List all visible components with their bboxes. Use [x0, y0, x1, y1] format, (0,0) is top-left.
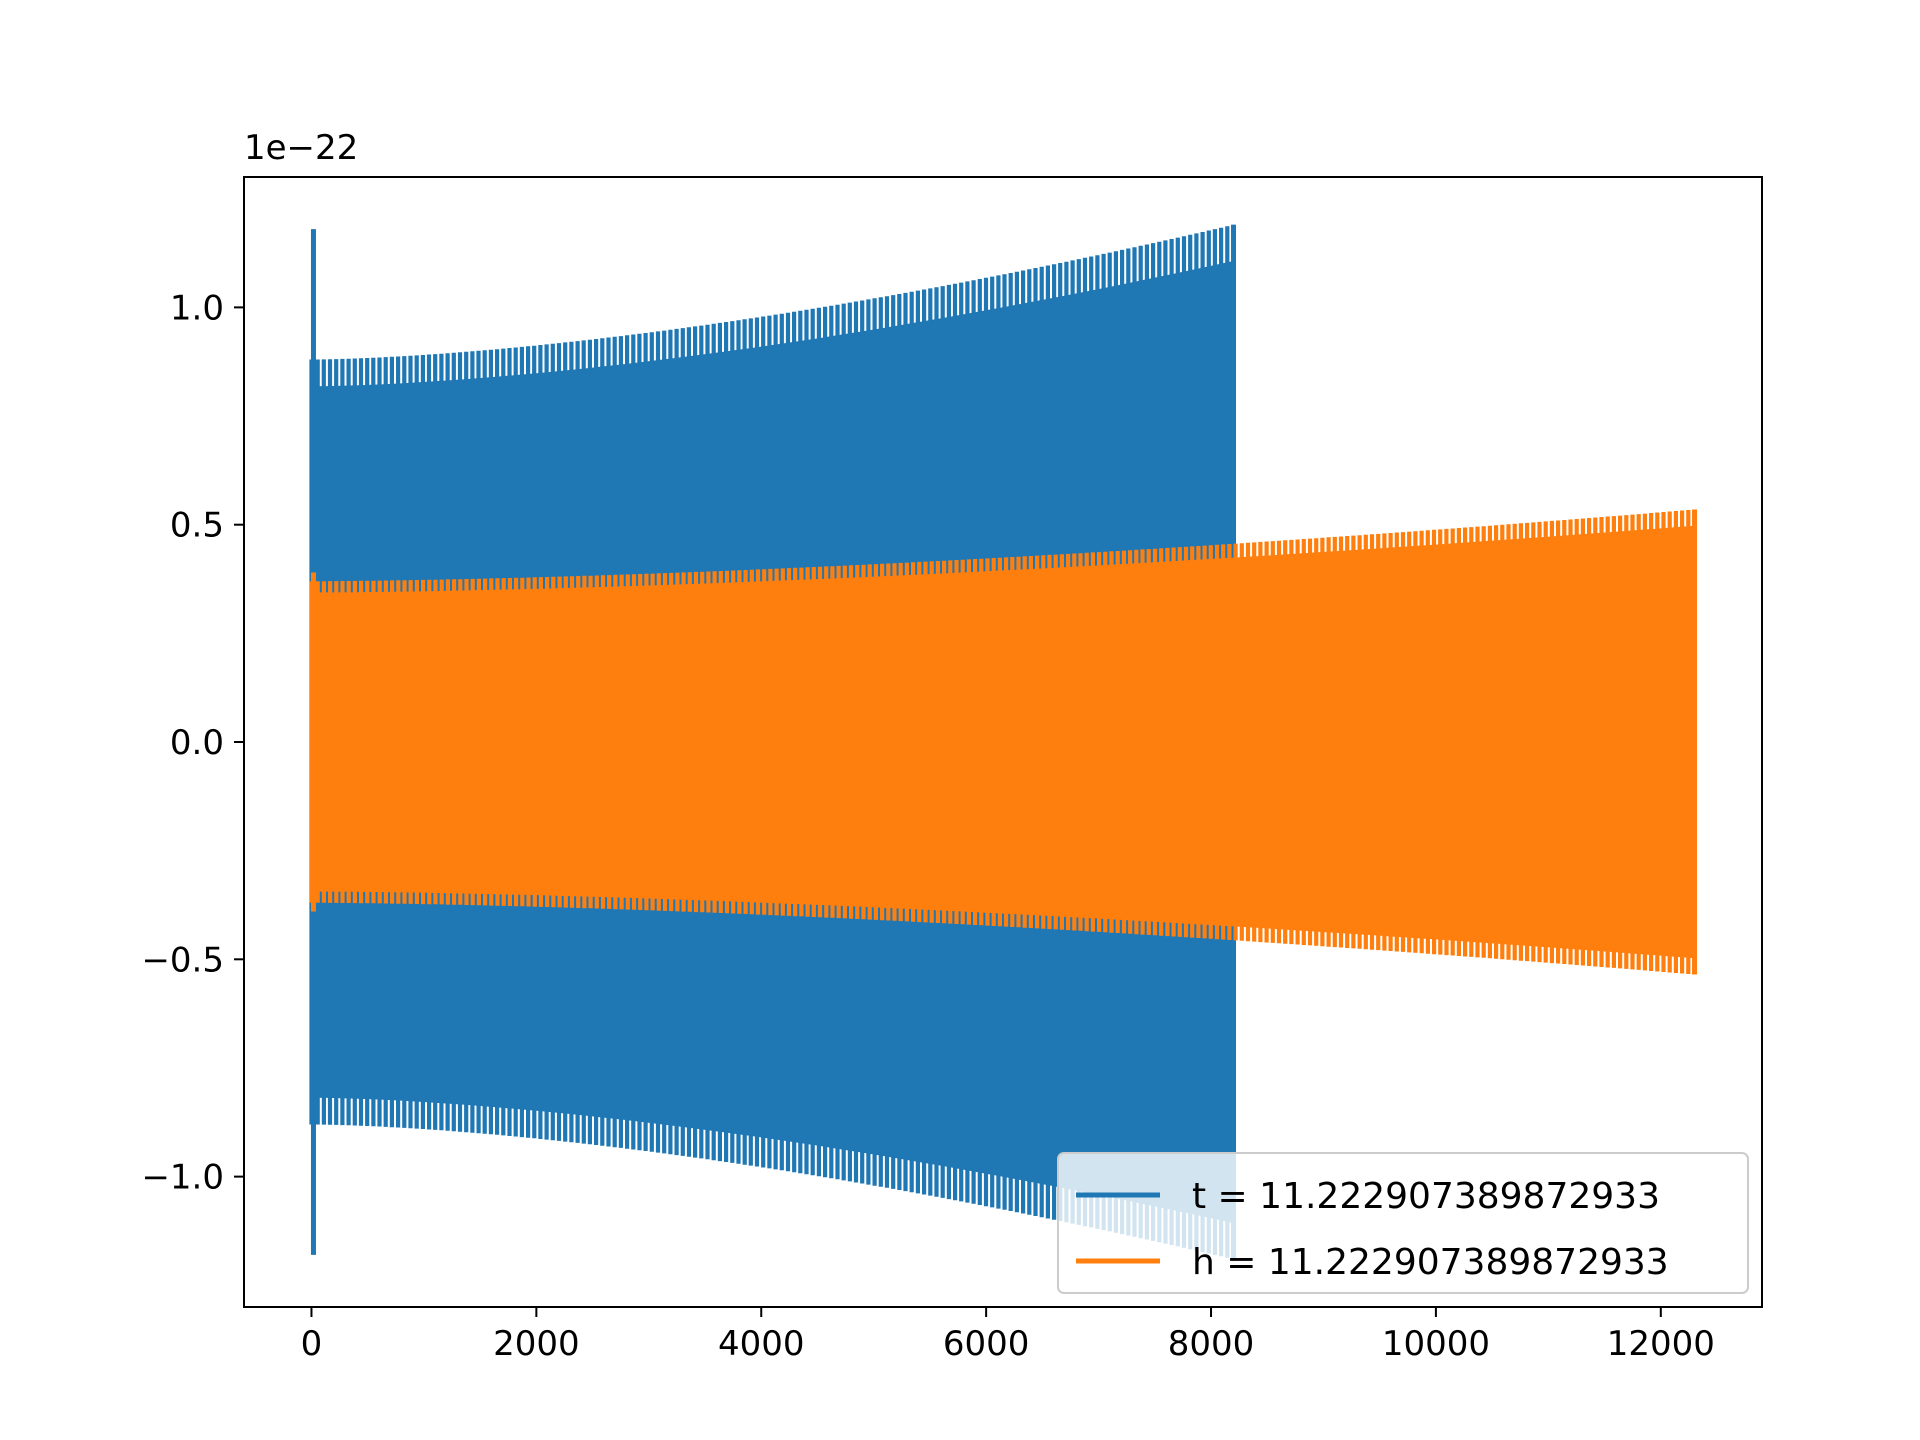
y-tick-label: 0.0: [170, 723, 224, 763]
x-axis: 0 2000 4000 6000 8000 10000 12000: [301, 1307, 1715, 1364]
x-tick-label: 0: [301, 1324, 323, 1364]
x-tick-label: 4000: [718, 1324, 805, 1364]
y-axis: −1.0 −0.5 0.0 0.5 1.0: [141, 288, 244, 1198]
y-tick-label: 1.0: [170, 288, 224, 328]
y-tick-label: −1.0: [141, 1158, 224, 1198]
legend-frame: [1057, 1152, 1749, 1294]
series-h-waveform: [309, 509, 1698, 975]
x-tick-label: 12000: [1607, 1324, 1715, 1364]
y-tick-label: −0.5: [141, 940, 224, 980]
series-layer: [309, 224, 1698, 1260]
x-tick-label: 10000: [1382, 1324, 1490, 1364]
legend-label: h = 11.222907389872933: [1192, 1242, 1669, 1283]
x-tick-label: 8000: [1168, 1324, 1255, 1364]
legend: t = 11.222907389872933 h = 11.22290738987…: [1057, 1152, 1749, 1294]
series-band: [311, 525, 1695, 959]
x-tick-label: 2000: [493, 1324, 580, 1364]
y-tick-label: 0.5: [170, 506, 224, 546]
y-offset-label: 1e−22: [244, 128, 358, 168]
legend-label: t = 11.222907389872933: [1192, 1176, 1660, 1217]
x-tick-label: 6000: [943, 1324, 1030, 1364]
